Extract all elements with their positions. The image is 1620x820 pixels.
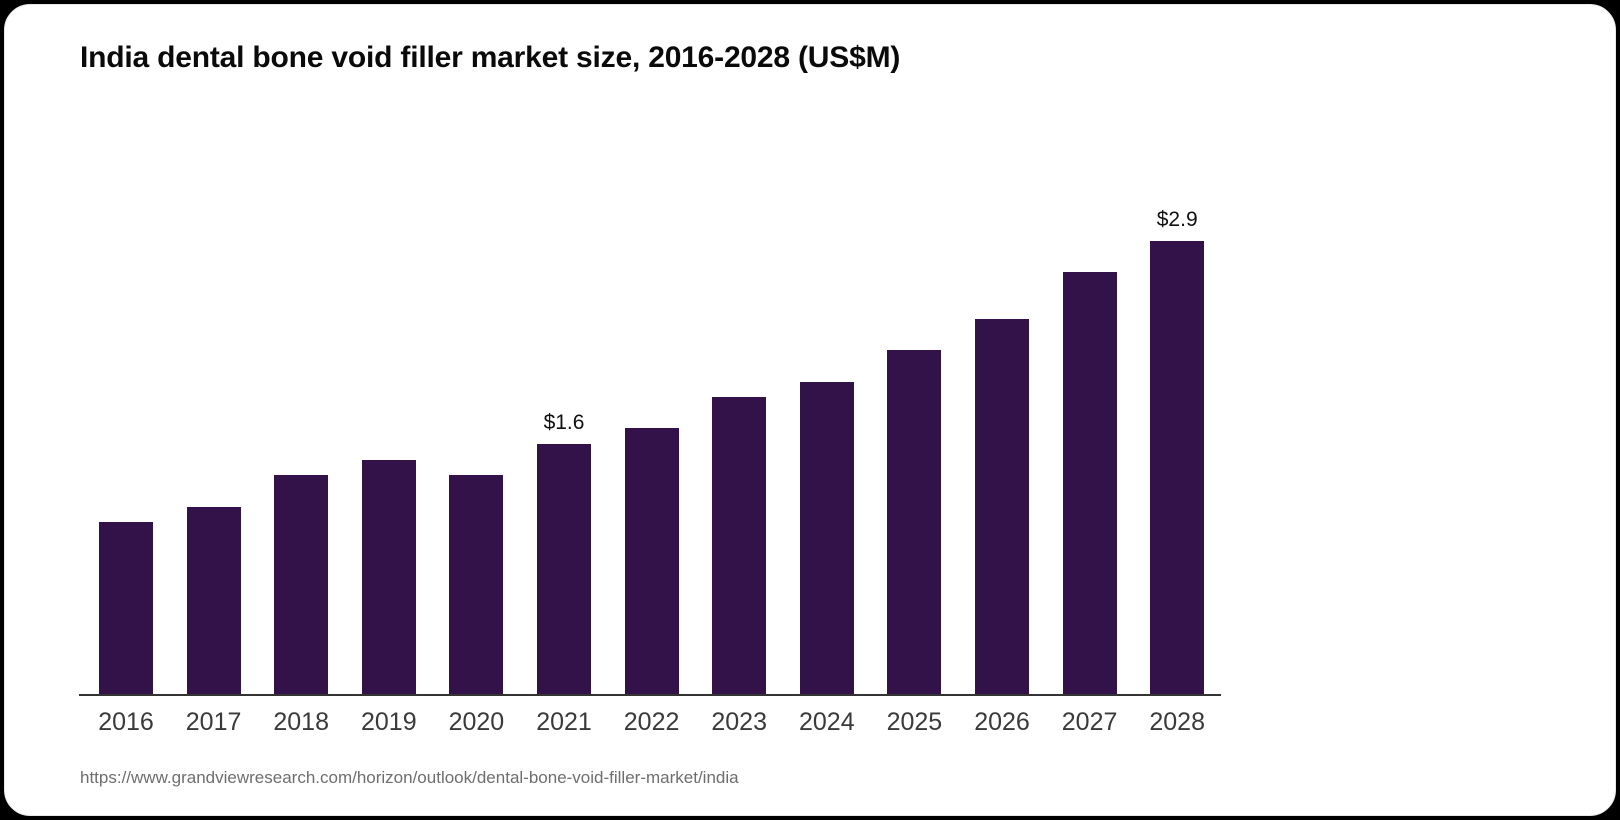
bar-2019 xyxy=(361,460,416,694)
bar-2026 xyxy=(975,319,1029,694)
bar-2021 xyxy=(537,444,591,694)
source-url: https://www.grandviewresearch.com/horizo… xyxy=(80,768,739,787)
x-tick-label-2016: 2016 xyxy=(98,708,154,736)
x-tick-label-2024: 2024 xyxy=(798,708,855,736)
x-tick-label-2022: 2022 xyxy=(623,708,680,736)
bar-2020 xyxy=(449,475,504,694)
x-tick-label-2023: 2023 xyxy=(711,708,767,736)
bar-2025 xyxy=(887,350,942,694)
bar-chart-plot-area: 2016 2017 2018 2019 2020 2021 $1.6 2022 2023 2024… xyxy=(79,191,1221,736)
x-tick-label-2026: 2026 xyxy=(974,708,1030,736)
x-tick-label-2020: 2020 xyxy=(448,708,505,736)
x-tick-label-2025: 2025 xyxy=(886,708,943,736)
bar-2027 xyxy=(1062,272,1117,694)
chart-title: India dental bone void filler market siz… xyxy=(80,41,901,74)
bar-value-label-2021: $1.6 xyxy=(543,411,585,434)
bar-2017 xyxy=(186,507,241,694)
bar-2018 xyxy=(274,475,329,694)
bar-2022 xyxy=(624,428,679,694)
x-tick-label-2019: 2019 xyxy=(360,708,417,736)
x-tick-label-2017: 2017 xyxy=(185,708,242,736)
bar-2023 xyxy=(712,397,767,694)
bar-2016 xyxy=(99,522,153,694)
bar-2028 xyxy=(1150,241,1205,694)
bar-value-label-2028: $2.9 xyxy=(1156,208,1198,231)
chart-card: India dental bone void filler market siz… xyxy=(4,4,1616,816)
x-tick-label-2027: 2027 xyxy=(1061,708,1118,736)
bar-2024 xyxy=(799,382,854,694)
x-tick-label-2018: 2018 xyxy=(273,708,329,736)
x-tick-label-2028: 2028 xyxy=(1149,708,1205,736)
x-tick-label-2021: 2021 xyxy=(536,708,592,736)
